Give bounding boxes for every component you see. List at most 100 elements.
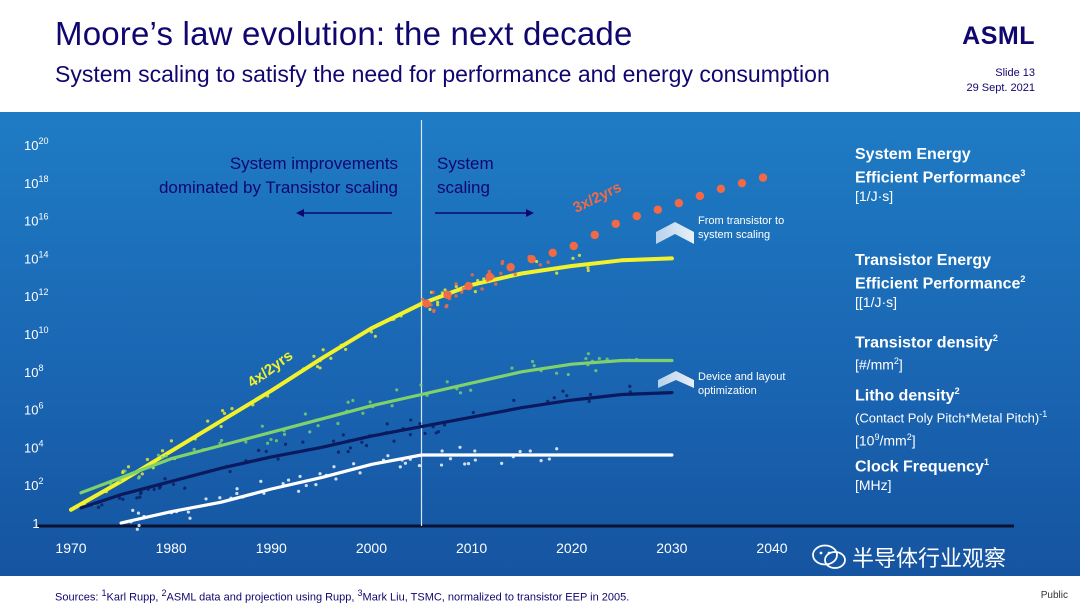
legend-unit: [MHz] (855, 477, 892, 494)
series-scatter-transistor-density (274, 439, 279, 443)
series-scatter-litho-density (443, 423, 447, 427)
x-tick-label: 2040 (756, 540, 787, 556)
series-scatter-transistor-density (351, 398, 355, 403)
series-scatter-clock-frequency (332, 465, 336, 469)
unit-a-sup: -1 (1039, 409, 1048, 420)
series-scatter-litho-density (121, 497, 125, 501)
series-scatter-transistor-density (316, 424, 320, 428)
series-scatter-litho-density (561, 389, 565, 393)
series-scatter-transistor-energy-efficient-performance (473, 290, 477, 294)
annotation-system-improvements-1: System improvements (230, 154, 398, 173)
series-scatter-clock-frequency (137, 523, 141, 528)
legend-unit-a: (Contact Poly Pitch*Metal Pitch) (855, 410, 1040, 426)
series-scatter-system-energy-efficient-performance (460, 290, 464, 294)
series-scatter-litho-density (587, 399, 591, 404)
moore-law-chart: 1970 1980 1990 2000 2010 2020 2030 2040 1 102 104 1… (24, 120, 1014, 556)
x-tick-label: 2020 (556, 540, 587, 556)
series-scatter-transistor-density (260, 424, 264, 428)
legend-litho-density: Litho density2 (Contact Poly Pitch*Metal… (855, 382, 1047, 450)
series-scatter-litho-density (96, 505, 101, 509)
series-scatter-transistor-density (469, 388, 473, 392)
series-scatter-clock-frequency (235, 487, 239, 491)
series-scatter-litho-density (348, 446, 353, 450)
series-scatter-transistor-energy-efficient-performance (169, 439, 174, 443)
series-scatter-system-energy-efficient-performance (499, 271, 503, 276)
series-scatter-clock-frequency (296, 489, 301, 493)
series-scatter-litho-density (364, 444, 369, 448)
y-tick-label: 1018 (24, 174, 48, 191)
series-scatter-transistor-density (510, 366, 514, 370)
series-scatter-clock-frequency (439, 463, 444, 467)
series-line-clock-frequency (119, 453, 674, 525)
slide-header: Moore’s law evolution: the next decade S… (0, 0, 1080, 112)
series-scatter-system-energy-efficient-performance (500, 259, 505, 264)
series-scatter-clock-frequency (500, 461, 504, 466)
y-tick-label: 1012 (24, 287, 48, 304)
source-2: ASML data and projection using Rupp, (166, 591, 358, 604)
legend-transistor-eep: Transistor Energy Efficient Performance2… (855, 252, 1025, 312)
note-line: system scaling (698, 229, 771, 241)
series-point-system-energy-efficient-performance (464, 281, 473, 291)
series-scatter-clock-frequency (440, 449, 444, 453)
footnote-ref: 1 (983, 457, 989, 467)
series-scatter-transistor-energy-efficient-performance (321, 348, 325, 352)
series-scatter-transistor-density (137, 475, 141, 479)
series-scatter-transistor-density (346, 400, 350, 404)
y-tick-label: 1020 (24, 136, 48, 153)
series-scatter-transistor-energy-efficient-performance (222, 411, 227, 416)
legend-title: Litho density (855, 387, 955, 405)
series-scatter-system-energy-efficient-performance (447, 296, 452, 301)
slide-subtitle: System scaling to satisfy the need for p… (55, 61, 830, 87)
series-scatter-transistor-density (584, 356, 588, 361)
legend-title: Transistor density (855, 334, 993, 352)
series-scatter-transistor-density (192, 447, 196, 451)
series-line-transistor-density (79, 358, 674, 495)
footnote-ref: 2 (992, 333, 998, 343)
series-scatter-litho-density (565, 394, 569, 398)
series-scatter-clock-frequency (463, 462, 467, 466)
note-line: From transistor to (698, 215, 785, 227)
series-scatter-system-energy-efficient-performance (432, 308, 436, 312)
x-tick-label: 2000 (356, 540, 387, 556)
note-line: Device and layout (698, 371, 786, 383)
series-scatter-litho-density (392, 439, 396, 443)
unit-mid-sup: 9 (874, 431, 880, 442)
slide-title: Moore’s law evolution: the next decade (55, 15, 633, 52)
series-scatter-transistor-density (458, 391, 463, 395)
series-scatter-transistor-density (269, 437, 273, 442)
annotation-system-scaling-2: scaling (437, 178, 490, 197)
series-scatter-clock-frequency (314, 482, 318, 487)
y-tick-label: 1010 (24, 325, 48, 342)
series-scatter-clock-frequency (298, 474, 302, 479)
series-scatter-transistor-energy-efficient-performance (436, 303, 440, 307)
series-scatter-system-energy-efficient-performance (494, 282, 498, 286)
series-scatter-system-energy-efficient-performance (485, 278, 490, 283)
arrow-right-head (526, 209, 534, 217)
series-scatter-system-energy-efficient-performance (424, 299, 428, 304)
series-scatter-litho-density (264, 449, 268, 454)
series-scatter-clock-frequency (188, 516, 192, 520)
series-scatter-transistor-energy-efficient-performance (160, 449, 165, 453)
series-scatter-clock-frequency (528, 449, 532, 453)
series-scatter-system-energy-efficient-performance (546, 260, 550, 264)
series-scatter-transistor-energy-efficient-performance (140, 472, 144, 476)
series-scatter-litho-density (139, 490, 143, 495)
series-scatter-transistor-energy-efficient-performance (436, 300, 440, 304)
series-scatter-clock-frequency (417, 463, 422, 468)
source-3: Mark Liu, TSMC, normalized to transistor… (362, 591, 630, 604)
series-scatter-system-energy-efficient-performance (421, 297, 425, 302)
series-scatter-transistor-energy-efficient-performance (344, 347, 348, 352)
series-scatter-clock-frequency (235, 491, 239, 496)
chevron-up-icon (658, 371, 694, 388)
series-scatter-litho-density (341, 433, 345, 437)
series-scatter-transistor-density (164, 454, 168, 458)
x-tick-label: 1990 (256, 540, 287, 556)
series-scatter-transistor-energy-efficient-performance (586, 266, 590, 270)
legend-clock-frequency: Clock Frequency1 [MHz] (855, 453, 989, 495)
series-scatter-system-energy-efficient-performance (480, 287, 484, 291)
legend-unit: [1/J·s] (855, 188, 894, 205)
series-scatter-litho-density (418, 421, 422, 426)
x-tick-label: 1970 (55, 540, 86, 556)
series-scatter-transistor-energy-efficient-performance (586, 268, 590, 273)
series-scatter-clock-frequency (186, 510, 190, 514)
